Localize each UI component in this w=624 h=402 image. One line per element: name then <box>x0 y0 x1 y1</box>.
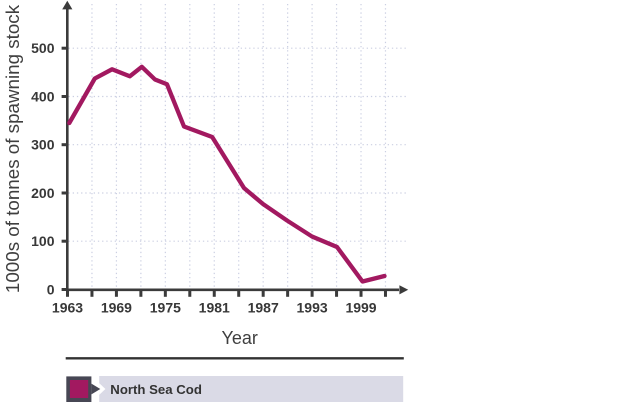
svg-text:1993: 1993 <box>297 300 328 316</box>
svg-text:1975: 1975 <box>150 300 181 316</box>
svg-text:1999: 1999 <box>345 300 376 316</box>
svg-text:0: 0 <box>47 282 55 298</box>
svg-text:300: 300 <box>31 137 55 153</box>
svg-text:1969: 1969 <box>101 300 132 316</box>
svg-text:1987: 1987 <box>248 300 279 316</box>
svg-text:500: 500 <box>31 40 55 56</box>
svg-text:1981: 1981 <box>199 300 230 316</box>
svg-text:100: 100 <box>31 233 55 249</box>
svg-text:400: 400 <box>31 89 55 105</box>
svg-text:Year: Year <box>222 328 258 348</box>
svg-text:1963: 1963 <box>52 300 83 316</box>
svg-text:200: 200 <box>31 185 55 201</box>
svg-text:North Sea Cod: North Sea Cod <box>110 382 202 397</box>
svg-text:1000s of tonnes of spawning st: 1000s of tonnes of spawning stock <box>2 4 23 293</box>
